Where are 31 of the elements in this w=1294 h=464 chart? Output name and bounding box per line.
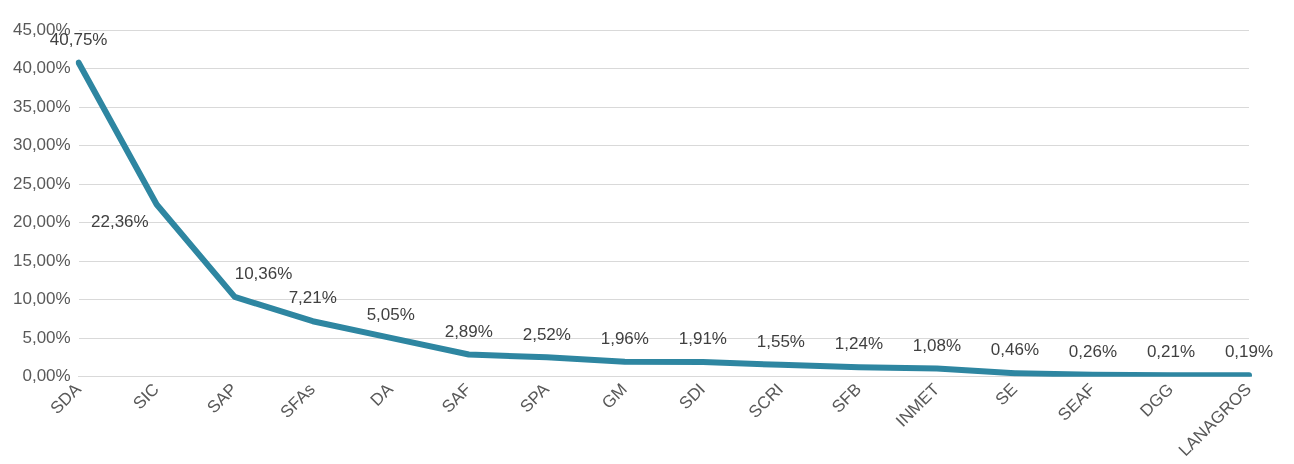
y-tick-label: 10,00% [12, 289, 71, 309]
data-label: 10,36% [234, 264, 293, 284]
data-label: 0,21% [1146, 342, 1196, 362]
y-tick-label: 15,00% [12, 250, 71, 270]
data-label: 0,19% [1224, 342, 1274, 362]
y-tick-label: 40,00% [12, 58, 71, 78]
x-tick-label: GM [598, 379, 631, 413]
y-tick-label: 20,00% [12, 212, 71, 232]
data-label: 1,55% [756, 332, 805, 352]
y-tick-label: 5,00% [22, 327, 71, 347]
data-label: 1,96% [600, 328, 649, 348]
data-label: 7,21% [288, 288, 337, 308]
y-tick-label: 30,00% [12, 135, 71, 155]
data-label: 22,36% [91, 211, 149, 231]
data-label: 0,46% [990, 340, 1040, 360]
data-label: 0,26% [1068, 341, 1118, 361]
x-tick-label: SDI [675, 379, 709, 414]
data-label: 1,91% [678, 329, 727, 349]
data-label: 1,08% [912, 335, 962, 355]
y-tick-label: 0,00% [22, 366, 71, 386]
y-tick-label: 25,00% [12, 173, 71, 193]
x-tick-label: SIC [129, 379, 163, 414]
x-tick-label: SPA [516, 379, 554, 417]
y-tick-label: 35,00% [12, 96, 71, 116]
data-label: 2,89% [444, 321, 493, 341]
x-tick-label: DA [366, 379, 398, 410]
data-label: 1,24% [834, 334, 883, 354]
x-tick-label: SFB [828, 379, 866, 417]
data-label: 5,05% [366, 305, 415, 325]
data-label: 2,52% [522, 324, 571, 344]
x-tick-label: SE [991, 379, 1022, 410]
